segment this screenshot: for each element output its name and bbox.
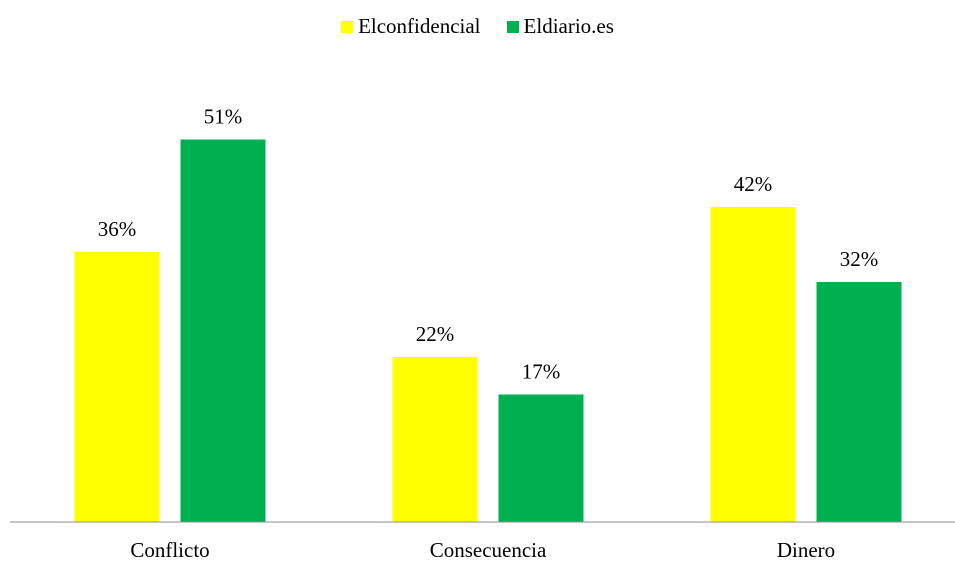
x-tick-label-consecuencia: Consecuencia xyxy=(430,538,547,561)
data-label-dinero-series-0: 42% xyxy=(734,172,773,196)
legend-swatch-eldiario xyxy=(506,20,519,33)
data-label-consecuencia-series-1: 17% xyxy=(522,360,561,384)
bar-conflicto-series-0 xyxy=(74,252,160,522)
data-label-dinero-series-1: 32% xyxy=(840,247,879,271)
labels-layer: 36% 22% 42% 51% 17% 32% Conflicto Consecuencia D… xyxy=(98,105,879,561)
bar-conflicto-series-1 xyxy=(180,139,266,522)
bar-consecuencia-series-1 xyxy=(498,394,584,522)
bar-dinero-series-1 xyxy=(816,282,902,522)
legend-label-elconfidencial: Elconfidencial xyxy=(358,14,481,38)
bar-dinero-series-0 xyxy=(710,207,796,522)
legend-item-elconfidencial: Elconfidencial xyxy=(341,14,481,39)
legend-item-eldiario: Eldiario.es xyxy=(506,14,614,39)
data-label-consecuencia-series-0: 22% xyxy=(416,322,455,346)
bars-layer xyxy=(74,139,902,522)
legend-label-eldiario: Eldiario.es xyxy=(523,14,614,38)
data-label-conflicto-series-0: 36% xyxy=(98,217,137,241)
x-tick-label-dinero: Dinero xyxy=(777,538,835,561)
chart-legend: Elconfidencial Eldiario.es xyxy=(0,14,955,39)
x-tick-label-conflicto: Conflicto xyxy=(130,538,209,561)
bar-consecuencia-series-0 xyxy=(392,357,478,522)
data-label-conflicto-series-1: 51% xyxy=(204,105,243,129)
legend-swatch-elconfidencial xyxy=(341,20,354,33)
